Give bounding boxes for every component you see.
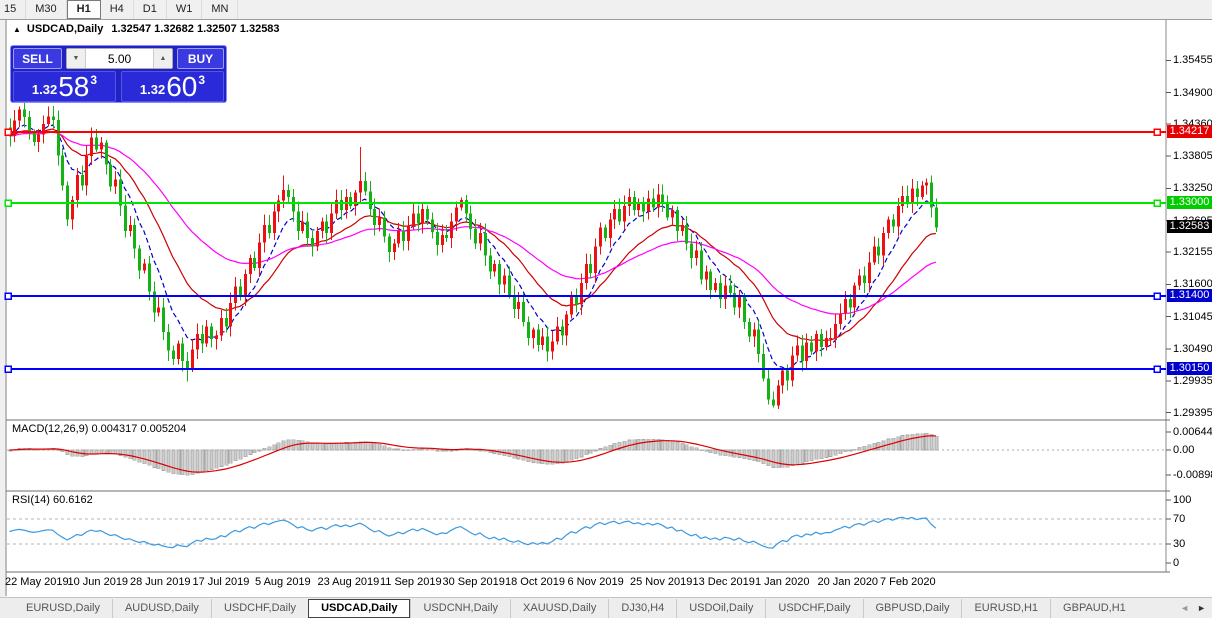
sell-big-figure: 1.32 xyxy=(31,82,58,97)
date-axis-label: 5 Aug 2019 xyxy=(255,576,311,588)
date-axis-label: 7 Feb 2020 xyxy=(880,576,936,588)
price-badge-1.32583: 1.32583 xyxy=(1167,220,1212,234)
date-axis-label: 11 Sep 2019 xyxy=(380,576,442,588)
chart-window-background xyxy=(7,20,1212,597)
macd-indicator xyxy=(7,433,1166,476)
date-axis-label: 17 Jul 2019 xyxy=(192,576,250,588)
buy-button[interactable]: BUY xyxy=(177,48,224,69)
price-axis-tick: 1.33805 xyxy=(1173,150,1212,163)
buy-big-figure: 1.32 xyxy=(139,82,166,97)
one-click-trade-panel: SELL ▼ ▲ BUY 1.32 58 3 1.32 60 3 xyxy=(10,45,227,103)
timeframe-toolbar: 15 M30 H1 H4 D1 W1 MN xyxy=(0,0,1212,20)
tab-usdoil-daily[interactable]: USDOil,Daily xyxy=(676,598,765,618)
macd-axis-tick: 0.00 xyxy=(1173,444,1195,456)
timeframe-button-15[interactable]: 15 xyxy=(0,0,27,19)
symbol-tab-bar: EURUSD,Daily AUDUSD,Daily USDCHF,Daily USDC… xyxy=(0,597,1212,618)
rsi-axis-tick: 0 xyxy=(1173,557,1180,569)
timeframe-button-h4[interactable]: H4 xyxy=(101,0,134,19)
buy-pipette: 3 xyxy=(198,73,206,87)
rsi-axis-tick: 100 xyxy=(1173,494,1192,506)
tab-scroll-arrows: ◄ ► xyxy=(1180,603,1212,613)
tab-usdcad-daily[interactable]: USDCAD,Daily xyxy=(308,598,411,618)
price-axis-tick: 1.31045 xyxy=(1173,310,1212,323)
chart-ohlc-values: 1.32547 1.32682 1.32507 1.32583 xyxy=(111,23,280,35)
price-axis-tick: 1.29395 xyxy=(1173,406,1212,419)
price-axis-tick: 1.30490 xyxy=(1173,342,1212,355)
date-axis-label: 18 Oct 2019 xyxy=(505,576,565,588)
price-axis-tick: 1.33250 xyxy=(1173,182,1212,195)
tab-usdchf-daily[interactable]: USDCHF,Daily xyxy=(765,598,862,618)
sell-price-display[interactable]: 1.32 58 3 xyxy=(13,71,116,102)
rsi-indicator xyxy=(7,516,1166,549)
price-badge-1.30150: 1.30150 xyxy=(1167,361,1212,375)
price-axis-tick: 1.31600 xyxy=(1173,278,1212,291)
date-axis-label: 23 Aug 2019 xyxy=(317,576,380,588)
price-axis-tick: 1.34900 xyxy=(1173,86,1212,99)
tab-gbpusd-daily[interactable]: GBPUSD,Daily xyxy=(862,598,962,618)
macd-indicator-label: MACD(12,26,9) 0.004317 0.005204 xyxy=(12,423,187,435)
tab-gbpaud-h1[interactable]: GBPAUD,H1 xyxy=(1050,598,1138,618)
rsi-axis-tick: 70 xyxy=(1173,512,1186,525)
collapse-triangle-icon[interactable]: ▲ xyxy=(13,24,21,34)
buy-price-display[interactable]: 1.32 60 3 xyxy=(121,71,224,102)
date-axis-label: 13 Dec 2019 xyxy=(692,576,755,588)
chart-symbol-label: USDCAD,Daily xyxy=(26,23,104,35)
tab-usdcnh-daily[interactable]: USDCNH,Daily xyxy=(410,598,510,618)
chart-title: ▲ USDCAD,Daily 1.32547 1.32682 1.32507 1… xyxy=(13,23,280,35)
volume-stepper: ▼ ▲ xyxy=(66,48,173,69)
price-badge-1.31400: 1.31400 xyxy=(1167,289,1212,303)
timeframe-button-mn[interactable]: MN xyxy=(202,0,239,19)
volume-decrease-icon[interactable]: ▼ xyxy=(67,49,86,68)
tab-usdchf-daily[interactable]: USDCHF,Daily xyxy=(210,598,308,618)
price-axis-tick: 1.32155 xyxy=(1173,246,1212,259)
date-axis-label: 20 Jan 2020 xyxy=(817,576,879,588)
tab-scroll-right-icon[interactable]: ► xyxy=(1197,603,1206,613)
date-axis-label: 22 May 2019 xyxy=(5,576,69,588)
macd-axis-tick: -0.008982 xyxy=(1173,469,1212,482)
macd-axis-tick: 0.006448 xyxy=(1173,426,1212,439)
timeframe-button-d1[interactable]: D1 xyxy=(134,0,167,19)
sell-pips: 58 xyxy=(58,71,90,102)
horizontal-price-lines[interactable] xyxy=(4,128,1166,373)
date-axis-label: 25 Nov 2019 xyxy=(630,576,693,588)
sell-button[interactable]: SELL xyxy=(13,48,62,69)
timeframe-button-w1[interactable]: W1 xyxy=(167,0,203,19)
moving-average-lines xyxy=(9,124,937,371)
tab-eurusd-h1[interactable]: EURUSD,H1 xyxy=(961,598,1050,618)
axis-tick-marks xyxy=(1166,59,1171,564)
date-axis-label: 6 Nov 2019 xyxy=(567,576,624,588)
tab-xauusd-daily[interactable]: XAUUSD,Daily xyxy=(510,598,608,618)
date-axis-label: 30 Sep 2019 xyxy=(442,576,505,588)
symbol-tabs: EURUSD,Daily AUDUSD,Daily USDCHF,Daily USDC… xyxy=(14,598,1138,618)
price-axis-tick: 1.29935 xyxy=(1173,375,1212,388)
tab-eurusd-daily[interactable]: EURUSD,Daily xyxy=(26,601,100,614)
rsi-axis-tick: 30 xyxy=(1173,538,1186,551)
date-axis-label: 28 Jun 2019 xyxy=(130,576,191,588)
rsi-indicator-label: RSI(14) 60.6162 xyxy=(12,494,93,506)
candlestick-series xyxy=(9,100,938,410)
buy-pips: 60 xyxy=(166,71,198,102)
price-badge-1.34217: 1.34217 xyxy=(1167,125,1212,139)
date-axis-label: 1 Jan 2020 xyxy=(755,576,810,588)
panel-frame-lines xyxy=(5,20,1170,596)
volume-increase-icon[interactable]: ▲ xyxy=(153,49,172,68)
date-axis-label: 10 Jun 2019 xyxy=(67,576,129,588)
price-badge-1.33000: 1.33000 xyxy=(1167,196,1212,209)
timeframe-button-m30[interactable]: M30 xyxy=(26,0,67,19)
price-axis-tick: 1.35455 xyxy=(1173,54,1212,67)
volume-input[interactable] xyxy=(86,49,153,68)
timeframe-button-h1[interactable]: H1 xyxy=(66,0,101,19)
sell-pipette: 3 xyxy=(90,73,98,87)
tab-dj30-h4[interactable]: DJ30,H4 xyxy=(608,598,676,618)
tab-audusd-daily[interactable]: AUDUSD,Daily xyxy=(111,598,211,618)
tab-scroll-left-icon[interactable]: ◄ xyxy=(1180,603,1190,613)
